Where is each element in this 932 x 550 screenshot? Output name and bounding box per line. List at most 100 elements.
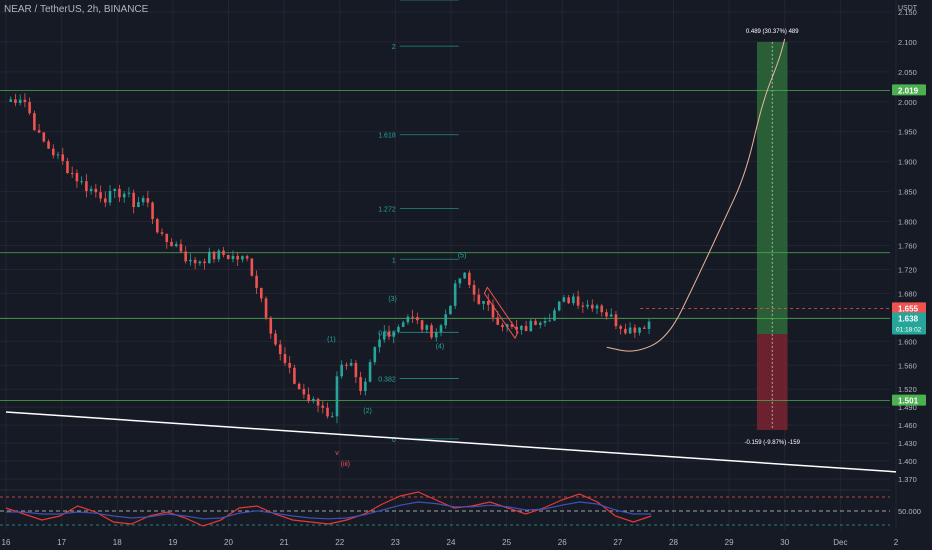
price-tag <box>892 84 926 96</box>
candle-body <box>534 320 537 325</box>
candle-body <box>122 193 126 198</box>
candle-body <box>401 322 405 327</box>
candle-body <box>330 416 334 418</box>
fib-label: 2 <box>392 44 396 51</box>
wave-label: (2) <box>363 408 372 415</box>
candle-body <box>335 376 339 417</box>
candle-body <box>463 272 466 279</box>
wave-label: (4) <box>436 343 445 350</box>
x-tick-label: Dec <box>833 538 847 547</box>
candle-body <box>99 192 102 199</box>
candle-body <box>368 362 372 382</box>
flag-pattern <box>483 286 519 340</box>
candle-body <box>156 219 159 233</box>
x-tick-label: 21 <box>280 538 289 547</box>
x-tick-label: 20 <box>224 538 233 547</box>
x-tick-label: 29 <box>725 538 734 547</box>
candle-body <box>411 316 414 318</box>
candle-body <box>449 305 452 315</box>
fib-label: 1 <box>392 257 396 264</box>
target-label: 0.489 (30.37%) 489 <box>746 29 799 35</box>
candle-body <box>66 160 69 174</box>
candle-body <box>293 367 296 384</box>
candle-body <box>151 202 154 220</box>
candle-body <box>406 316 410 323</box>
y-tick-label: 1.460 <box>898 421 917 430</box>
y-tick-label: 2.150 <box>898 8 917 17</box>
candle-body <box>638 327 641 333</box>
candle-body <box>37 130 41 133</box>
y-tick-label: 1.490 <box>898 403 917 412</box>
candle-body <box>567 297 570 304</box>
y-tick-label: 1.800 <box>898 218 917 227</box>
oscillator-mid-label: 50.000 <box>898 507 921 516</box>
fib-label: 0.618 <box>378 330 396 337</box>
y-tick-label: 2.100 <box>898 38 917 47</box>
candle-body <box>278 344 282 355</box>
candle-body <box>89 188 93 192</box>
candle-body <box>548 320 552 322</box>
candle-body <box>75 173 79 182</box>
candle-body <box>245 256 249 259</box>
y-tick-label: 1.520 <box>898 385 917 394</box>
candle-body <box>146 198 150 203</box>
candle-body <box>170 241 173 247</box>
candle-body <box>51 148 55 156</box>
fib-label: 1.618 <box>378 133 396 140</box>
candle-body <box>562 297 566 302</box>
candle-body <box>179 244 183 252</box>
candle-body <box>619 326 622 329</box>
candle-body <box>529 320 533 332</box>
candle-body <box>557 301 561 311</box>
candle-body <box>288 362 291 368</box>
x-tick-label: 27 <box>613 538 622 547</box>
x-tick-label: 26 <box>558 538 567 547</box>
candle-body <box>118 188 121 198</box>
fib-label: 0.382 <box>378 376 396 383</box>
y-tick-label: 1.430 <box>898 439 917 448</box>
candle-body <box>137 202 140 208</box>
candle-body <box>349 362 353 366</box>
candle-body <box>397 326 400 332</box>
candle-body <box>184 251 187 262</box>
y-unit-label: USDT <box>898 5 918 12</box>
candle-body <box>326 407 329 417</box>
candle-body <box>642 327 646 329</box>
candle-body <box>297 383 301 389</box>
support-trendline <box>5 411 897 473</box>
candle-body <box>203 261 206 264</box>
candle-body <box>420 320 424 330</box>
candle-body <box>28 102 31 114</box>
y-tick-label: 1.950 <box>898 128 917 137</box>
candle-body <box>274 333 277 345</box>
candle-body <box>572 296 575 304</box>
candle-body <box>472 285 476 295</box>
candle-body <box>85 181 88 192</box>
candle-body <box>9 99 13 102</box>
candle-body <box>364 381 367 392</box>
candle-body <box>538 322 542 325</box>
candle-body <box>633 327 637 333</box>
candles <box>9 93 651 424</box>
wave-label: (iii) <box>341 461 350 468</box>
price-tag <box>892 394 926 406</box>
candle-body <box>222 250 225 255</box>
price-tag-value: 1.655 <box>898 304 919 313</box>
candle-body <box>165 233 169 242</box>
candle-body <box>581 305 585 307</box>
y-tick-label: 1.680 <box>898 289 917 298</box>
candle-body <box>198 261 202 264</box>
candle-body <box>113 188 117 191</box>
candle-body <box>108 190 112 203</box>
candle-body <box>416 317 419 321</box>
candle-body <box>160 232 164 234</box>
y-tick-label: 2.000 <box>898 98 917 107</box>
y-tick-label: 1.400 <box>898 457 917 466</box>
candle-body <box>61 154 65 161</box>
candle-body <box>482 300 485 304</box>
candle-body <box>260 287 263 299</box>
chart-title: NEAR / TetherUS, 2h, BINANCE <box>4 4 149 15</box>
candle-body <box>70 173 74 175</box>
